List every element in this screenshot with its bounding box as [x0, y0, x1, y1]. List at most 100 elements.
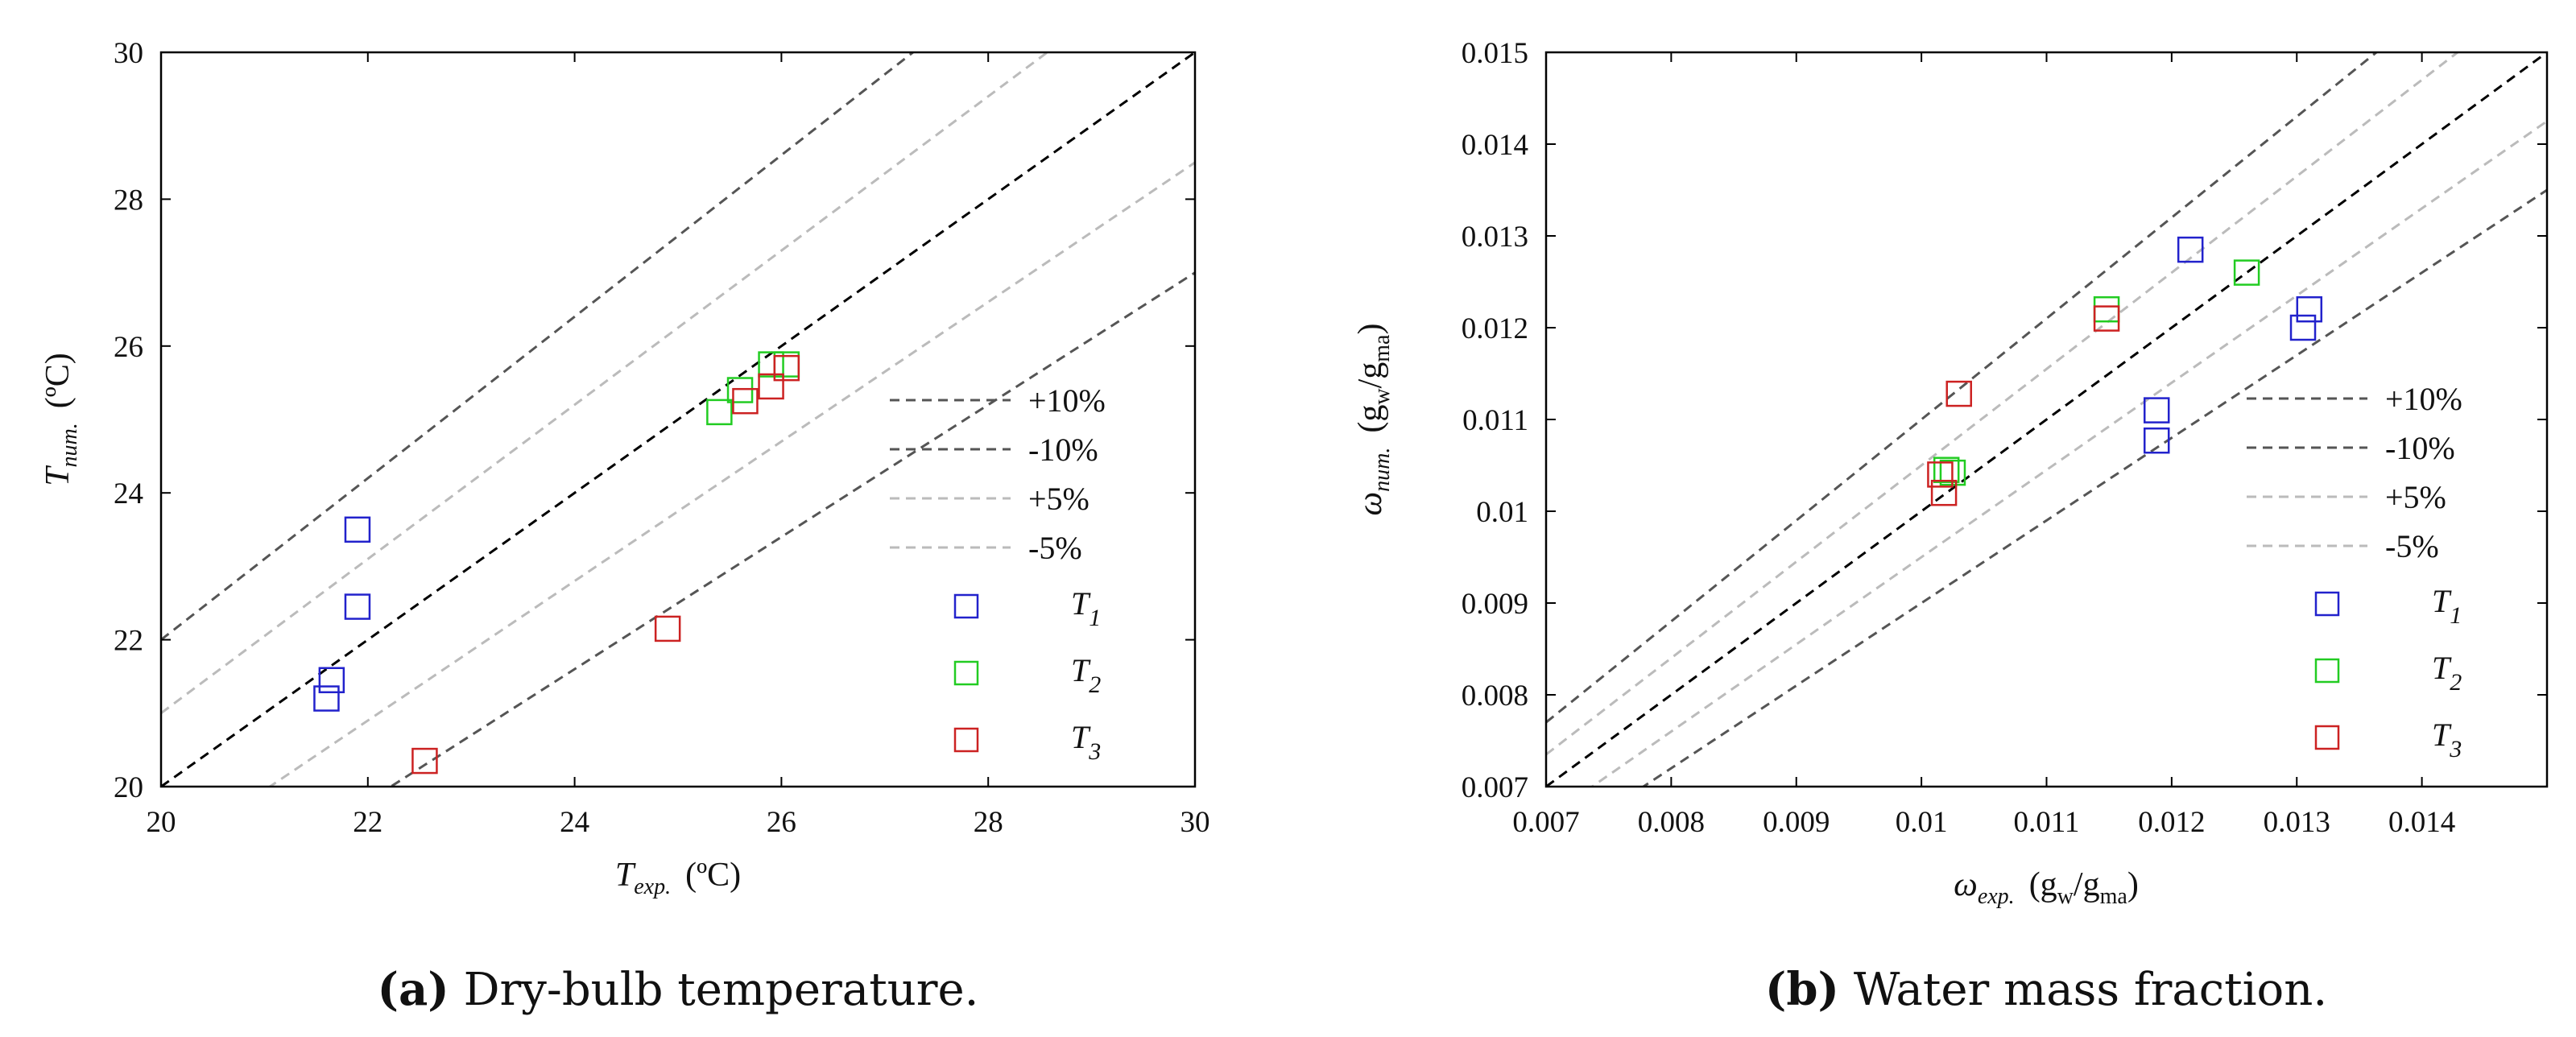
legend-series-label: T1	[2432, 583, 2462, 629]
data-point-t3	[2093, 305, 2120, 332]
legend-series-label: T1	[1071, 585, 1101, 631]
legend-label: -10%	[2385, 430, 2455, 466]
y-tick-label: 30	[114, 37, 143, 70]
panel-dry-bulb-temperature: 20 22 24 26 28 30 20 22 24 26 28 30 +10% -10% +5% -5% T…	[39, 37, 1210, 1016]
data-point-t2	[2093, 295, 2120, 323]
legend-marker-t2	[2314, 658, 2340, 684]
legend-series-label: T2	[2432, 650, 2462, 696]
legend-label: +10%	[1028, 382, 1106, 419]
data-point-t2	[706, 399, 733, 426]
legend-label: -5%	[2385, 528, 2439, 564]
x-tick-label: 0.01	[1896, 806, 1948, 839]
y-tick-label: 20	[114, 771, 143, 804]
x-tick-label: 0.013	[2264, 806, 2330, 839]
data-point-t3	[1930, 479, 1958, 506]
data-point-t2	[726, 377, 754, 403]
data-point-t1	[2177, 236, 2204, 263]
y-tick-label: 0.013	[1462, 221, 1528, 254]
x-tick-label: 0.012	[2138, 806, 2205, 839]
legend: +10% -10% +5% -5% T1 T2 T3	[2247, 381, 2462, 762]
y-axis-label: ωnum.(gw/gma)	[1352, 323, 1395, 515]
x-tick-label: 0.009	[1763, 806, 1830, 839]
data-point-t3	[758, 373, 784, 400]
y-tick-label: 0.011	[1462, 404, 1528, 437]
x-tick-label: 0.011	[2014, 806, 2080, 839]
axis-ticks: 0.007 0.008 0.009 0.01 0.011 0.012 0.013 0.014 0…	[1462, 37, 2547, 839]
y-tick-label: 24	[114, 477, 143, 510]
reference-line-identity	[1546, 52, 2547, 787]
y-tick-label: 0.007	[1462, 771, 1528, 804]
legend-marker-t1	[953, 593, 979, 619]
reference-line-identity	[161, 52, 1195, 787]
data-point-t1	[2289, 314, 2317, 341]
legend-marker-t2	[953, 660, 979, 686]
y-tick-label: 0.012	[1462, 312, 1528, 345]
data-point-t3	[1945, 380, 1972, 407]
legend-series-label: T3	[2432, 717, 2462, 762]
reference-line-+10%	[161, 52, 916, 641]
axis-ticks: 20 22 24 26 28 30 20 22 24 26 28 30	[114, 37, 1210, 839]
x-tick-label: 20	[147, 806, 176, 839]
data-point-t3	[773, 354, 800, 382]
y-tick-label: 0.015	[1462, 37, 1528, 70]
x-tick-label: 0.007	[1512, 806, 1579, 839]
x-tick-label: 0.008	[1638, 806, 1705, 839]
panel-water-mass-fraction: 0.007 0.008 0.009 0.01 0.011 0.012 0.013 0.014 0…	[1352, 37, 2549, 1016]
reference-line-+5%	[1546, 52, 2460, 756]
data-point-t2	[1933, 457, 1960, 483]
legend-series-label: T2	[1071, 652, 1101, 698]
y-tick-label: 0.014	[1462, 129, 1528, 162]
reference-line--5%	[267, 161, 1195, 787]
y-tick-label: 28	[114, 184, 143, 217]
data-point-t3	[732, 387, 759, 415]
y-tick-label: 26	[114, 331, 143, 364]
x-tick-label: 26	[767, 806, 796, 839]
reference-lines	[161, 52, 1195, 787]
y-tick-label: 0.01	[1476, 496, 1528, 529]
data-point-t3	[411, 747, 438, 775]
x-tick-label: 28	[974, 806, 1003, 839]
data-points	[1927, 236, 2323, 506]
plot-frame	[159, 51, 1197, 788]
data-point-t1	[318, 667, 345, 694]
legend-marker-t3	[953, 727, 979, 753]
reference-line-+5%	[161, 52, 1050, 715]
data-point-t1	[2143, 427, 2170, 454]
data-point-t1	[2143, 397, 2170, 423]
x-tick-label: 22	[353, 806, 382, 839]
x-axis-label: Texp. (ºC)	[615, 857, 741, 899]
reference-line--10%	[1641, 188, 2547, 787]
legend-marker-t1	[2314, 591, 2340, 617]
data-point-t1	[344, 516, 371, 543]
caption-a: (a) Dry-bulb temperature.	[378, 963, 979, 1016]
data-point-t3	[654, 615, 681, 642]
x-tick-label: 24	[560, 806, 589, 839]
reference-line-+10%	[1546, 52, 2379, 724]
data-point-t2	[2233, 259, 2260, 286]
data-points	[313, 351, 800, 775]
legend-label: +10%	[2385, 381, 2462, 417]
y-tick-label: 22	[114, 625, 143, 658]
caption-b: (b) Water mass fraction.	[1765, 963, 2327, 1016]
x-axis-label: ωexp. (gw/gma)	[1954, 866, 2139, 909]
legend: +10% -10% +5% -5% T1 T2 T3	[890, 382, 1106, 765]
reference-line--10%	[388, 271, 1195, 787]
y-tick-label: 0.009	[1462, 588, 1528, 621]
reference-line--5%	[1590, 120, 2547, 787]
data-point-t1	[344, 593, 371, 620]
x-tick-label: 0.014	[2388, 806, 2455, 839]
legend-label: +5%	[2385, 479, 2446, 515]
data-point-t2	[758, 351, 784, 378]
reference-lines	[1546, 52, 2547, 787]
x-tick-label: 30	[1180, 806, 1210, 839]
data-point-t3	[1927, 461, 1954, 488]
legend-series-label: T3	[1071, 719, 1101, 765]
y-axis-label: Tnum.(ºC)	[39, 353, 82, 486]
legend-marker-t3	[2314, 725, 2340, 750]
data-point-t1	[313, 685, 340, 712]
legend-label: -5%	[1028, 530, 1082, 566]
legend-label: +5%	[1028, 481, 1090, 517]
legend-label: -10%	[1028, 432, 1098, 468]
y-tick-label: 0.008	[1462, 680, 1528, 713]
